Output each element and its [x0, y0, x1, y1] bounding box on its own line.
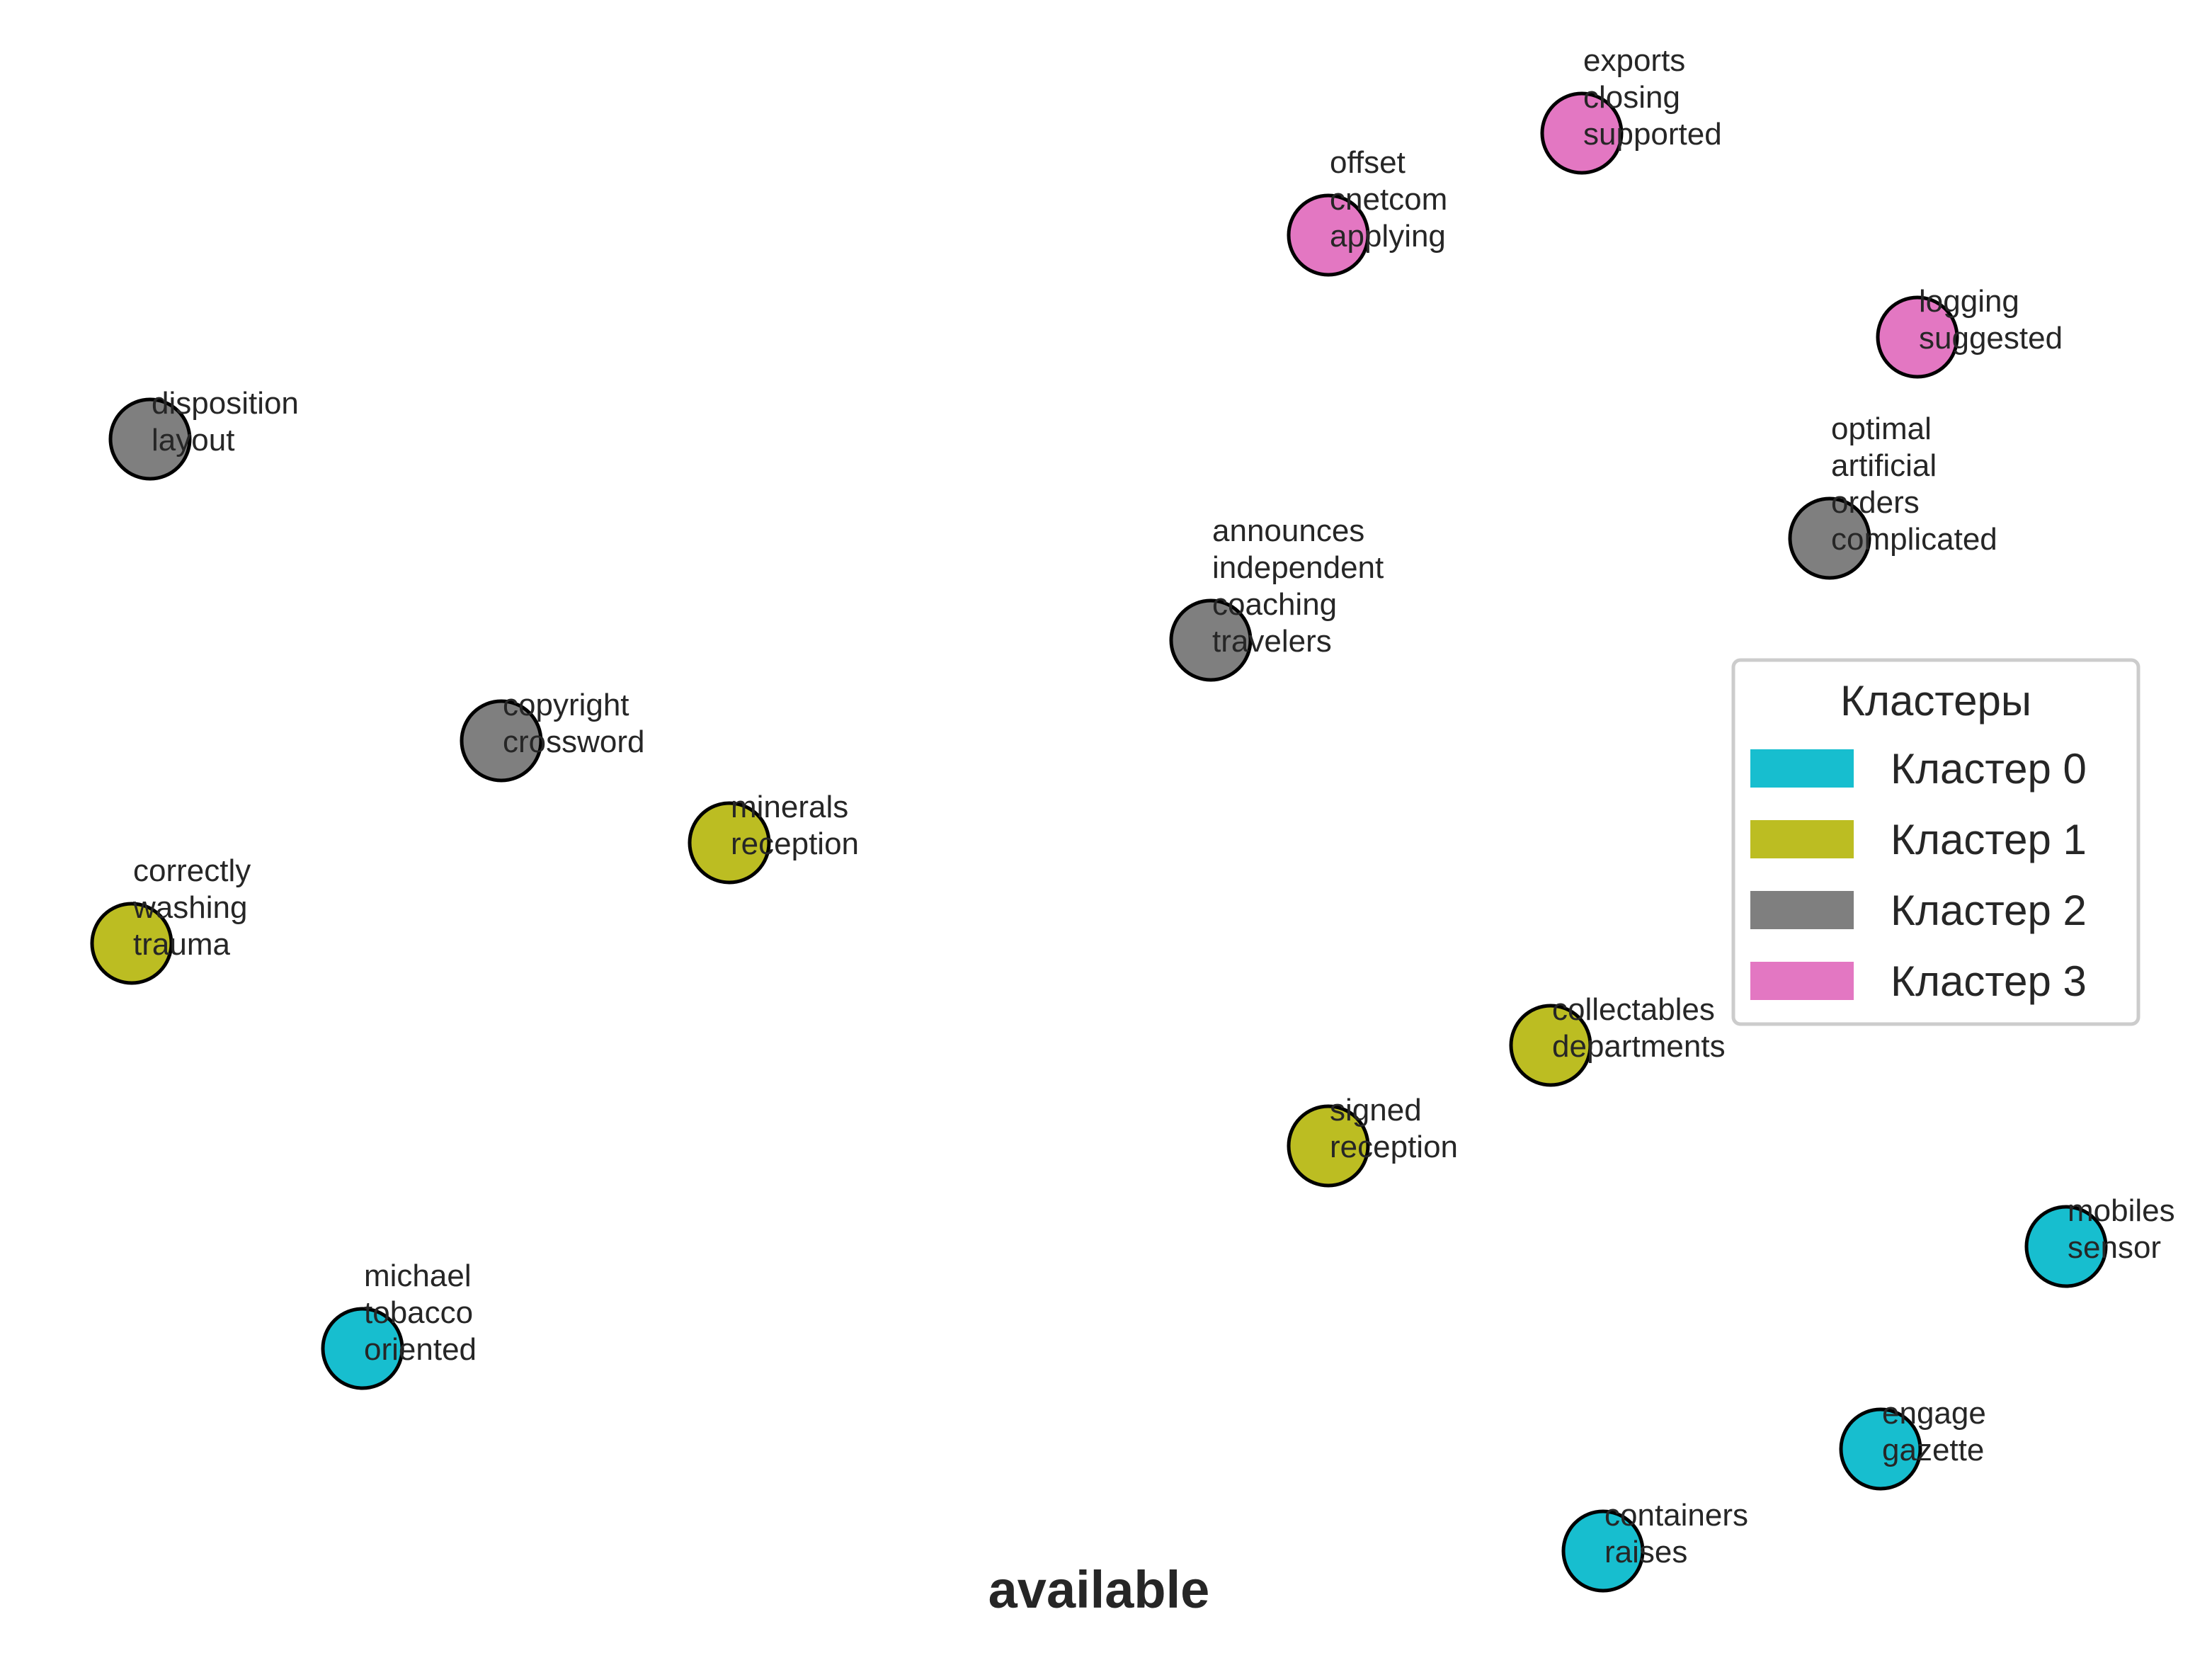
diagram-title: available — [988, 1560, 1210, 1619]
node-circle — [1540, 91, 1624, 175]
node-label-word: layout — [152, 423, 234, 458]
node-label-word: orders — [1831, 485, 1920, 520]
node-label-word: crossword — [503, 725, 645, 759]
node-circle — [1561, 1509, 1645, 1593]
node-label-word: engage — [1882, 1396, 1986, 1431]
node-label-word: disposition — [152, 386, 299, 421]
legend-label: Кластер 2 — [1891, 887, 2087, 934]
node-label-word: coaching — [1212, 587, 1337, 622]
legend-item-cluster-2: Кластер 2 — [1750, 887, 2087, 934]
node-label-word: oriented — [364, 1332, 477, 1367]
node-label-word: artificial — [1831, 448, 1937, 483]
node-label-word: reception — [1330, 1130, 1458, 1164]
node-label-word: trauma — [133, 927, 230, 962]
node-label-word: announces — [1212, 513, 1364, 548]
node-circle — [1169, 598, 1253, 682]
node-circle — [1876, 295, 1959, 379]
node-circle — [321, 1307, 404, 1390]
node-label-word: michael — [364, 1259, 472, 1293]
node-label-word: minerals — [731, 790, 848, 824]
node-label-word: independent — [1212, 550, 1384, 585]
node-circle — [460, 699, 543, 783]
legend-label: Кластер 3 — [1891, 958, 2087, 1005]
node-label-word: closing — [1583, 80, 1680, 115]
node-circle — [1839, 1407, 1922, 1491]
legend-swatch — [1750, 749, 1854, 788]
node-label-word: raises — [1604, 1535, 1687, 1569]
node-circle — [90, 902, 173, 985]
node-label-word: supported — [1583, 117, 1722, 152]
node-label-word: collectables — [1552, 992, 1715, 1027]
node-label-word: cnetcom — [1330, 182, 1447, 217]
node-circle — [1509, 1004, 1592, 1087]
node-label-word: applying — [1330, 219, 1446, 254]
legend-item-cluster-1: Кластер 1 — [1750, 816, 2087, 863]
node-label-word: complicated — [1831, 522, 1997, 557]
node-circle — [1788, 496, 1871, 580]
node-label-word: offset — [1330, 145, 1406, 180]
node-circle — [1287, 193, 1370, 277]
node-label-word: sensor — [2068, 1230, 2161, 1265]
node-label-word: departments — [1552, 1029, 1726, 1064]
legend-swatch — [1750, 891, 1854, 929]
node-label-word: exports — [1583, 43, 1685, 78]
node-label-word: signed — [1330, 1093, 1422, 1127]
legend-title: Кластеры — [1840, 677, 2031, 725]
node-label-word: optimal — [1831, 411, 1932, 446]
node-circle — [1287, 1104, 1370, 1188]
legend-items: Кластер 0 Кластер 1 Кластер 2 Кластер 3 — [1750, 745, 2087, 1005]
node-label-word: suggested — [1919, 321, 2063, 356]
node-label-word: reception — [731, 826, 859, 861]
node-label-word: copyright — [503, 688, 629, 722]
legend-label: Кластер 0 — [1891, 745, 2087, 793]
node-label-word: gazette — [1882, 1433, 1984, 1467]
node-circle — [108, 397, 192, 481]
node-label-word: containers — [1604, 1498, 1748, 1533]
node-circle — [688, 801, 771, 885]
node-label-word: tobacco — [364, 1295, 473, 1330]
legend-item-cluster-3: Кластер 3 — [1750, 958, 2087, 1005]
legend-swatch — [1750, 820, 1854, 858]
node-label-word: logging — [1919, 284, 2019, 319]
node-label-word: travelers — [1212, 624, 1332, 659]
legend-swatch — [1750, 962, 1854, 1000]
node-label-word: washing — [132, 890, 247, 925]
legend-item-cluster-0: Кластер 0 — [1750, 745, 2087, 793]
node-label-word: mobiles — [2068, 1193, 2175, 1228]
node-label-word: correctly — [133, 853, 251, 888]
node-circle — [2024, 1205, 2108, 1288]
legend-label: Кластер 1 — [1891, 816, 2087, 863]
